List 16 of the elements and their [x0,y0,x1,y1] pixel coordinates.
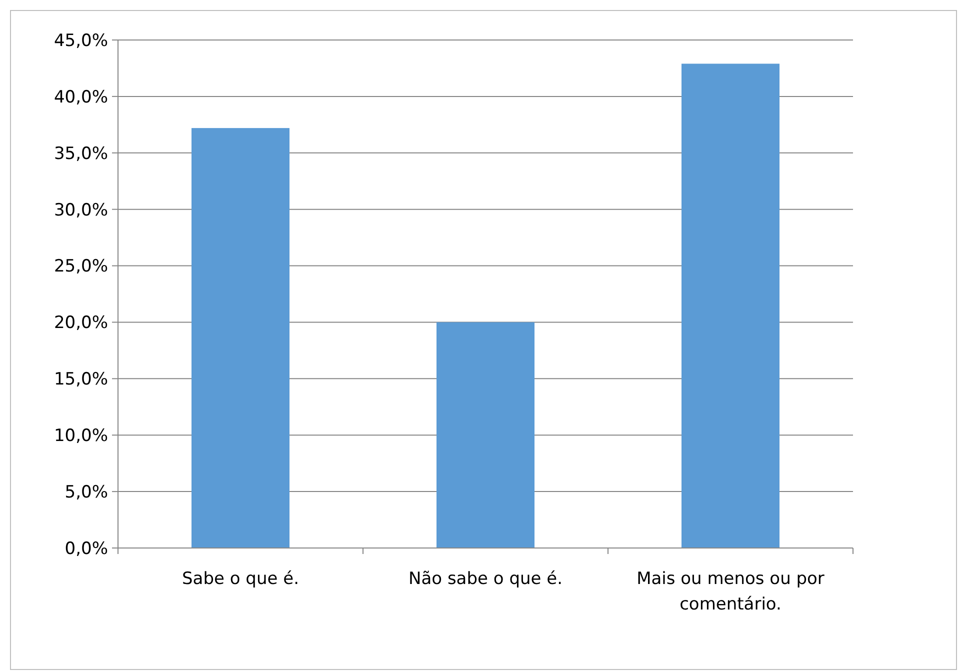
y-tick-label: 30,0% [54,200,108,220]
y-tick-label: 35,0% [54,144,108,164]
bar [192,128,290,548]
y-tick-label: 15,0% [54,370,108,390]
y-tick-label: 40,0% [54,87,108,108]
y-tick-label: 10,0% [54,426,108,446]
y-tick-label: 25,0% [54,256,108,277]
bar [436,322,534,548]
y-tick-label: 20,0% [54,313,108,334]
x-tick-label: Não sabe o que é. [408,569,562,589]
y-tick-label: 45,0% [54,30,108,51]
y-tick-label: 0,0% [64,538,108,559]
y-tick-label: 5,0% [64,482,108,503]
bar [682,64,780,548]
x-tick-label: Sabe o que é. [182,569,299,589]
x-tick-label: Mais ou menos ou por comentário. [636,569,824,614]
